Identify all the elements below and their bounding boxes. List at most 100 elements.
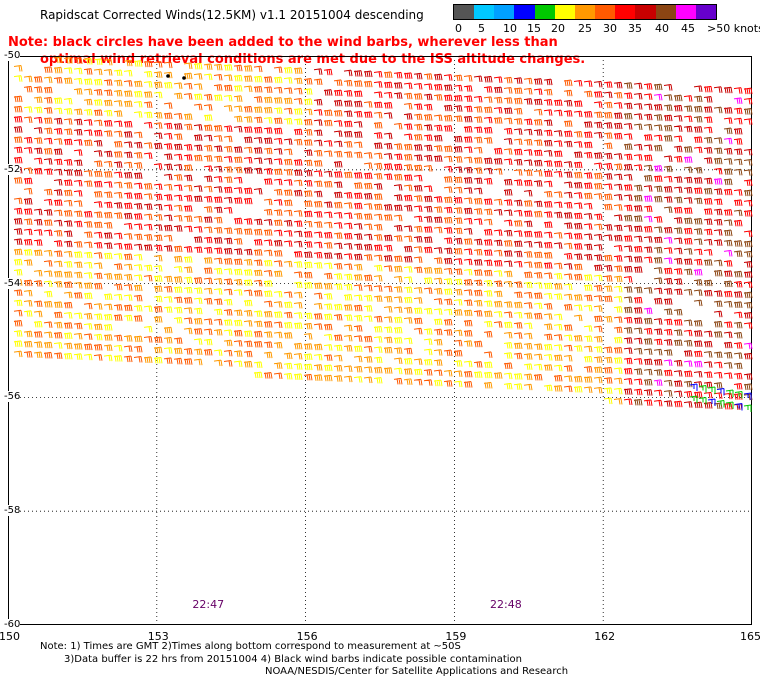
wind-barb-stroke [513, 169, 523, 176]
wind-barb [13, 238, 23, 245]
wind-barb-stroke [173, 214, 183, 222]
wind-barb [53, 240, 63, 247]
wind-barb [623, 174, 633, 181]
wind-barb [563, 273, 573, 280]
wind-barb [613, 377, 623, 385]
wind-barb-stroke [283, 66, 293, 74]
wind-barb [513, 240, 523, 248]
wind-barb [313, 200, 323, 208]
wind-barb-stroke [683, 237, 693, 245]
wind-barb [493, 198, 503, 206]
wind-barb [103, 232, 113, 239]
wind-barb-stroke [283, 301, 293, 309]
wind-barb-stroke [103, 69, 113, 76]
wind-barb-stroke [213, 63, 223, 71]
wind-barb-stroke [683, 217, 693, 225]
wind-barb-stroke [473, 146, 483, 154]
wind-barb [623, 367, 633, 375]
wind-barb [223, 166, 233, 173]
wind-barb [253, 106, 263, 113]
wind-barb-stroke [423, 165, 433, 172]
wind-barb [523, 179, 533, 187]
wind-barb [193, 246, 203, 254]
wind-barb [23, 208, 33, 215]
wind-barb [263, 351, 273, 359]
wind-barb [723, 402, 733, 410]
wind-barb-stroke [73, 67, 83, 75]
wind-barb [523, 261, 533, 268]
wind-barb [133, 335, 143, 343]
wind-barb [113, 314, 123, 321]
wind-barb [53, 189, 63, 196]
wind-barb [43, 117, 53, 124]
wind-barb [623, 388, 633, 395]
wind-barb-stroke [293, 179, 303, 187]
wind-barb-stroke [343, 294, 353, 301]
wind-barb-stroke [503, 76, 513, 84]
wind-barb-stroke [573, 375, 583, 383]
wind-barb-stroke [143, 223, 153, 231]
wind-barb [123, 131, 133, 138]
wind-barb-stroke [683, 360, 693, 367]
wind-barb-stroke [463, 166, 473, 174]
wind-barb [573, 79, 583, 87]
wind-barb-stroke [443, 176, 453, 183]
wind-barb-stroke [653, 267, 663, 274]
wind-barb [213, 175, 223, 183]
wind-barb [103, 293, 113, 301]
wind-barb-stroke [223, 186, 233, 194]
wind-barb-stroke [173, 357, 183, 365]
wind-barb-stroke [63, 322, 73, 329]
wind-barb-stroke [173, 174, 183, 181]
wind-barb-stroke [563, 242, 573, 250]
wind-barb [253, 126, 263, 134]
wind-barb [443, 114, 453, 122]
wind-barb [453, 288, 463, 296]
wind-barb [413, 113, 423, 121]
wind-barb-stroke [623, 204, 633, 212]
wind-barb-stroke [43, 127, 53, 135]
wind-barb-stroke [693, 95, 703, 103]
wind-barb-stroke [53, 148, 63, 155]
wind-barb [353, 304, 363, 312]
wind-barb-stroke [413, 317, 423, 325]
wind-barb [583, 131, 593, 139]
wind-barb-stroke [353, 172, 363, 179]
wind-barb [533, 312, 543, 320]
wind-barb [263, 147, 273, 155]
wind-barb [283, 291, 293, 298]
wind-barb [373, 254, 383, 262]
wind-barb [313, 211, 323, 218]
wind-barb [413, 154, 423, 161]
wind-barb-stroke [733, 301, 743, 308]
wind-barb-stroke [613, 204, 623, 211]
wind-barb [183, 205, 193, 212]
wind-barb [623, 337, 633, 344]
wind-barb [393, 306, 403, 314]
wind-barb-stroke [363, 274, 373, 282]
wind-barb [503, 127, 513, 135]
wind-barb [113, 232, 123, 240]
wind-barb-stroke [373, 111, 383, 119]
wind-barb-stroke [413, 327, 423, 335]
wind-barb [323, 313, 333, 321]
wind-barb-stroke [413, 164, 423, 172]
wind-barb-stroke [413, 256, 423, 263]
wind-barb-stroke [23, 177, 33, 185]
wind-barb [463, 330, 473, 337]
wind-barb [83, 78, 93, 85]
wind-barb-stroke [633, 103, 643, 110]
wind-barb [723, 147, 733, 155]
wind-barb-stroke [83, 282, 93, 289]
wind-barb-stroke [153, 316, 163, 323]
wind-barb [143, 264, 153, 272]
colorbar-swatch [474, 5, 495, 19]
wind-barb-stroke [123, 171, 133, 179]
wind-barb [443, 165, 453, 173]
wind-barb [443, 176, 453, 183]
wind-barb-stroke [663, 165, 673, 173]
wind-barb-stroke [183, 297, 193, 304]
wind-barb-stroke [293, 210, 303, 217]
wind-barb [563, 263, 573, 270]
wind-barb [453, 186, 463, 194]
